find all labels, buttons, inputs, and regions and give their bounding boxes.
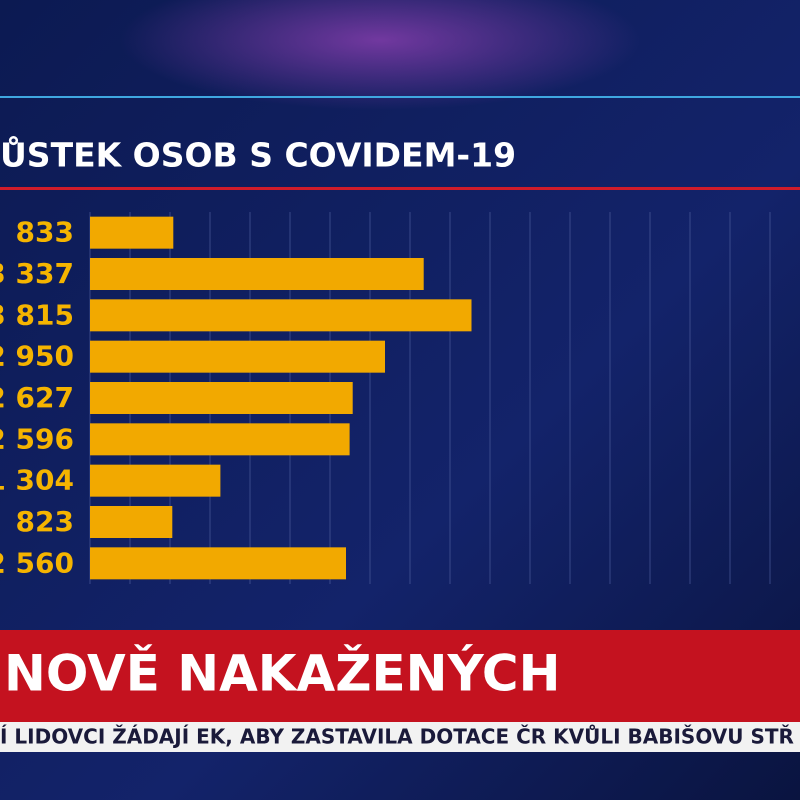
bar — [90, 340, 385, 373]
value-label: 2 596 — [0, 422, 74, 455]
value-label: 3 815 — [0, 298, 74, 331]
value-label: 2 950 — [0, 340, 74, 373]
banner-text: NOVĚ NAKAŽENÝCH — [4, 644, 560, 703]
bar — [90, 216, 174, 249]
chart-title: ŮSTEK OSOB S COVIDEM-19 — [0, 135, 516, 175]
banner-bg — [0, 630, 800, 722]
bar — [90, 258, 424, 290]
bar — [90, 423, 350, 456]
bar — [90, 547, 346, 580]
value-label: 3 337 — [0, 257, 74, 290]
value-label: 1 304 — [0, 464, 74, 497]
value-label: 2 627 — [0, 381, 74, 414]
bar — [90, 299, 472, 332]
virus-art — [120, 0, 640, 110]
ticker-text: Í LIDOVCI ŽÁDAJÍ EK, ABY ZASTAVILA DOTAC… — [0, 725, 794, 749]
top-rule — [0, 96, 800, 98]
value-label: 2 560 — [0, 546, 74, 579]
bar — [90, 382, 353, 414]
value-label: 823 — [16, 505, 74, 538]
ticker-bg — [0, 722, 800, 752]
bar — [90, 506, 173, 538]
value-label: 833 — [16, 216, 74, 249]
bar — [90, 464, 221, 497]
title-rule — [0, 187, 800, 190]
